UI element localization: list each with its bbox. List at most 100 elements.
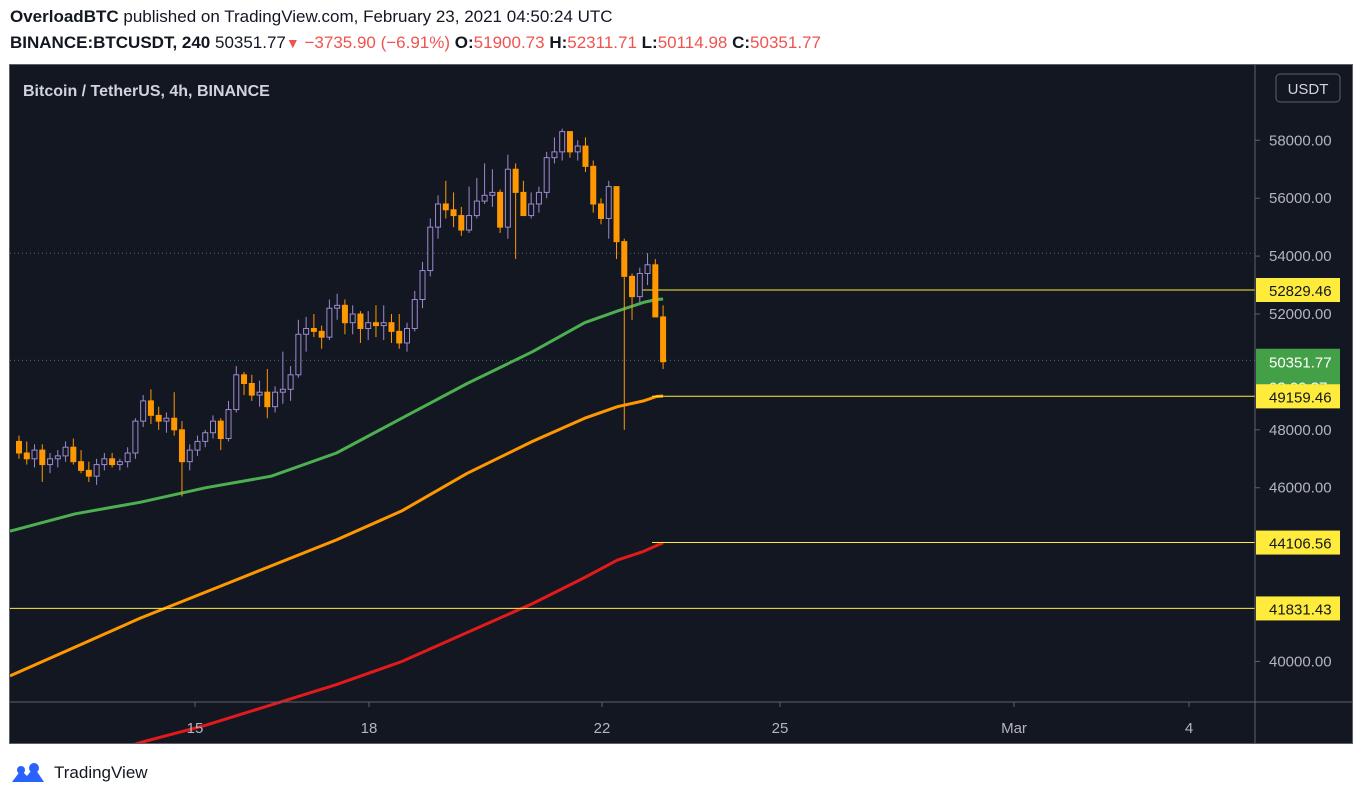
- candle-body: [512, 168, 519, 193]
- candle-body: [357, 313, 364, 329]
- candle: [629, 273, 636, 320]
- candle-body: [256, 391, 263, 396]
- candle-body: [109, 458, 116, 466]
- candle: [132, 418, 139, 459]
- candle: [427, 218, 434, 277]
- candle-body: [435, 203, 442, 228]
- candle-body: [132, 420, 139, 454]
- candle: [303, 316, 310, 352]
- candle-body: [551, 151, 558, 159]
- candle-body: [155, 414, 162, 422]
- candle-body: [16, 440, 22, 454]
- candle: [85, 461, 92, 482]
- candle-body: [605, 186, 612, 219]
- x-tick-label: 18: [361, 720, 378, 737]
- author-name[interactable]: OverloadBTC: [10, 7, 119, 26]
- candle-body: [194, 440, 201, 451]
- candle-body: [504, 168, 511, 228]
- symbol-name: BINANCE:BTCUSDT, 240: [10, 33, 211, 52]
- candle-body: [171, 417, 178, 431]
- price-chart[interactable]: 40000.00 46000.00 48000.00 52000.00 54000.00…: [10, 65, 1353, 743]
- candle: [295, 319, 302, 378]
- chart-title: Bitcoin / TetherUS, 4h, BINANCE: [23, 83, 270, 100]
- candle: [233, 366, 240, 413]
- candle: [598, 198, 604, 225]
- candle: [489, 169, 496, 207]
- candle-body: [644, 264, 651, 274]
- candle-body: [303, 327, 310, 335]
- candle: [101, 452, 108, 471]
- candle: [466, 186, 473, 233]
- candle-body: [388, 322, 395, 332]
- candle: [178, 421, 185, 497]
- candle-body: [365, 322, 372, 329]
- y-tick-label: 54000.00: [1269, 248, 1332, 265]
- candle-body: [372, 322, 379, 327]
- low-label: L:: [641, 33, 658, 52]
- candle-body: [264, 391, 271, 408]
- candle-body: [559, 131, 566, 153]
- candle: [450, 192, 457, 228]
- x-tick-label: 15: [187, 720, 204, 737]
- candle: [210, 415, 216, 439]
- candle-body: [272, 391, 279, 408]
- candle: [372, 305, 379, 338]
- published-text: published on TradingView.com, February 2…: [118, 7, 613, 26]
- candle-body: [78, 461, 85, 471]
- y-tick-label: 46000.00: [1269, 480, 1332, 497]
- level-price-tag: [1256, 530, 1340, 555]
- candle: [644, 253, 651, 286]
- candle-body: [582, 145, 589, 167]
- moving-average-medium: [10, 394, 664, 678]
- candle-body: [450, 209, 457, 217]
- candle: [481, 163, 488, 204]
- candle-body: [39, 449, 46, 466]
- y-tick-label: 48000.00: [1269, 422, 1332, 439]
- candle: [186, 444, 193, 471]
- candle: [78, 450, 85, 474]
- candle-body: [380, 322, 387, 327]
- candle: [528, 192, 535, 219]
- high-value: 52311.71: [567, 33, 637, 52]
- candle: [605, 180, 612, 239]
- candle: [54, 450, 61, 468]
- candle: [155, 406, 162, 430]
- candle: [334, 293, 341, 320]
- level-price-label: 52829.46: [1269, 283, 1332, 300]
- candle: [287, 366, 294, 401]
- candle-body: [310, 327, 317, 332]
- candle: [326, 299, 333, 341]
- candle: [621, 238, 628, 430]
- candle: [163, 412, 170, 433]
- candle: [241, 371, 248, 396]
- candle-body: [489, 191, 496, 196]
- candle-body: [241, 374, 248, 384]
- candle-body: [47, 458, 54, 466]
- candle-body: [621, 241, 628, 277]
- candle: [217, 418, 224, 451]
- candle: [652, 258, 659, 318]
- footer-brand: TradingView: [54, 763, 148, 782]
- candle: [39, 444, 46, 482]
- candle-body: [404, 327, 410, 344]
- candle: [535, 186, 542, 213]
- candle: [109, 452, 116, 468]
- currency-button[interactable]: [1275, 73, 1341, 103]
- symbol-info: BINANCE:BTCUSDT, 240 50351.77▼ −3735.90 …: [10, 33, 821, 53]
- candle-body: [334, 304, 341, 309]
- moving-average-long: [133, 541, 664, 743]
- x-tick-label: 25: [772, 720, 789, 737]
- candle: [147, 389, 154, 425]
- level-price-label: 49159.46: [1269, 389, 1332, 406]
- candle: [590, 160, 597, 213]
- high-label: H:: [549, 33, 568, 52]
- candle-body: [124, 452, 131, 463]
- candle-body: [466, 215, 473, 231]
- candle-body: [31, 449, 38, 460]
- candle: [388, 314, 395, 343]
- candle: [124, 447, 131, 468]
- candle: [62, 441, 69, 462]
- candle: [504, 154, 511, 239]
- candle-body: [140, 400, 147, 422]
- change-value: −3735.90 (−6.91%): [304, 33, 451, 52]
